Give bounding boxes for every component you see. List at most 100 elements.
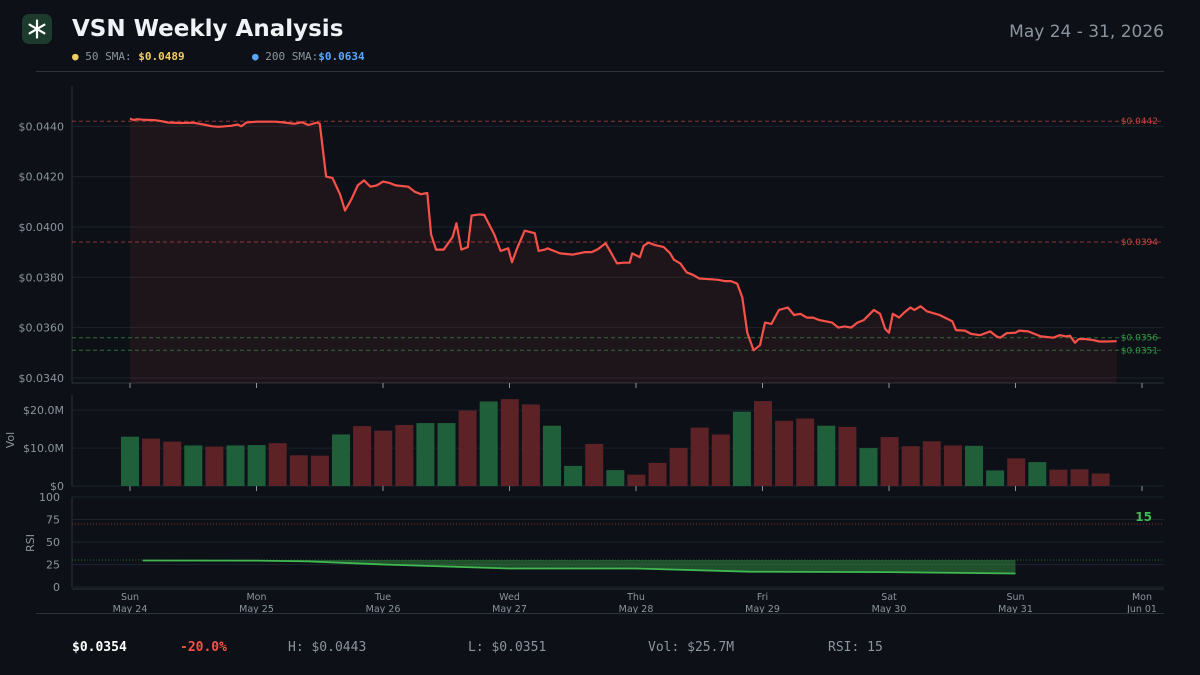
rsi-y-tick-label: 25	[46, 559, 60, 572]
rsi-axis-label: RSI	[24, 534, 37, 552]
volume-bar	[817, 425, 836, 486]
volume-bar	[859, 448, 878, 486]
x-tick-day-label: Sat	[881, 592, 897, 603]
volume-bar	[332, 434, 350, 486]
date-range: May 24 - 31, 2026	[1009, 22, 1164, 42]
footer-low: L: $0.0351	[468, 640, 547, 655]
volume-y-tick-label: $20.0M	[23, 404, 64, 417]
x-tick-day-label: Mon	[1132, 592, 1152, 603]
x-tick-day-label: Tue	[374, 592, 391, 603]
x-tick-date-label: May 24	[113, 604, 148, 615]
volume-bar	[121, 436, 139, 486]
sma200-value: $0.0634	[318, 50, 365, 63]
volume-bar	[585, 443, 604, 486]
sma50-value: $0.0489	[138, 50, 185, 63]
price-area	[130, 118, 1117, 383]
volume-bar	[922, 441, 941, 486]
rsi-y-tick-label: 50	[46, 536, 60, 549]
footer-volume: Vol: $25.7M	[648, 640, 735, 655]
x-tick-date-label: May 27	[492, 604, 527, 615]
volume-bar	[669, 448, 688, 486]
volume-bar	[1070, 469, 1089, 486]
volume-bar	[142, 438, 161, 486]
x-tick-day-label: Mon	[246, 592, 266, 603]
volume-bar	[796, 418, 815, 486]
volume-bar	[901, 446, 920, 486]
volume-bar	[163, 441, 182, 486]
price-y-tick-label: $0.0340	[19, 372, 65, 385]
volume-bar	[521, 404, 540, 486]
sma50-label: 50 SMA:	[85, 50, 132, 63]
volume-bar	[500, 399, 519, 486]
volume-y-tick-label: $10.0M	[23, 442, 64, 455]
footer-divider	[36, 613, 1164, 614]
x-tick-date-label: May 29	[745, 604, 780, 615]
sma200-dot-icon: ●	[252, 50, 259, 63]
volume-bar	[543, 425, 561, 486]
volume-bar	[690, 427, 709, 486]
x-tick-date-label: May 31	[998, 604, 1033, 615]
volume-bar	[416, 423, 435, 486]
rsi-y-tick-label: 100	[39, 491, 60, 504]
sma200-legend: ● 200 SMA:$0.0634	[252, 50, 365, 63]
level-label: $0.0356	[1121, 334, 1158, 344]
volume-bar	[838, 426, 857, 486]
volume-bar	[310, 455, 329, 486]
sma200-label: 200 SMA:	[265, 50, 319, 63]
footer-price: $0.0354	[72, 640, 127, 655]
volume-bar	[754, 401, 772, 486]
x-tick-day-label: Wed	[499, 592, 520, 603]
volume-bar	[247, 445, 266, 486]
volume-bar	[184, 445, 203, 486]
asterisk-icon	[28, 19, 46, 39]
volume-bar	[479, 401, 498, 486]
volume-bar	[1007, 458, 1026, 486]
logo	[22, 14, 52, 44]
volume-bar	[437, 423, 456, 486]
volume-bar	[1049, 469, 1068, 486]
volume-bar	[965, 445, 983, 486]
volume-bar	[986, 470, 1005, 486]
volume-bar	[880, 437, 899, 486]
page-title: VSN Weekly Analysis	[72, 16, 344, 42]
volume-bar	[606, 470, 625, 486]
x-tick-day-label: Sun	[121, 592, 139, 603]
volume-bar	[268, 443, 287, 486]
volume-bar	[648, 462, 667, 486]
x-tick-date-label: May 26	[366, 604, 401, 615]
sma50-legend: ● 50 SMA: $0.0489	[72, 50, 185, 63]
chart-area: $0.0340 $0.0360 $0.0380 $0.0400 $0.0420 $0.04…	[4, 86, 1164, 615]
x-tick-day-label: Fri	[757, 592, 768, 603]
level-label: $0.0442	[1121, 117, 1158, 127]
price-y-tick-label: $0.0440	[19, 120, 65, 133]
volume-bar	[711, 434, 730, 486]
x-tick-day-label: Thu	[626, 592, 645, 603]
volume-bar	[458, 410, 477, 486]
x-tick-date-label: May 25	[239, 604, 274, 615]
volume-y-tick-label: $0	[50, 480, 64, 493]
price-line	[129, 117, 1117, 352]
volume-bar	[205, 446, 224, 486]
footer-change: -20.0%	[180, 640, 227, 655]
x-tick-day-label: Sun	[1006, 592, 1024, 603]
x-tick-date-label: May 28	[619, 604, 654, 615]
price-y-tick-label: $0.0400	[19, 221, 65, 234]
volume-bar	[1091, 473, 1110, 486]
rsi-current-label: 15	[1135, 510, 1152, 524]
volume-bar	[353, 426, 372, 486]
volume-bar	[395, 424, 414, 486]
sma50-dot-icon: ●	[72, 50, 79, 63]
volume-bar	[943, 445, 962, 486]
rsi-y-tick-label: 75	[46, 514, 60, 527]
rsi-y-tick-label: 0	[53, 581, 60, 594]
rsi-line	[142, 559, 1016, 575]
price-y-tick-label: $0.0420	[19, 171, 65, 184]
header-divider	[36, 71, 1164, 72]
price-y-tick-label: $0.0380	[19, 271, 65, 284]
level-label: $0.0351	[1121, 346, 1158, 356]
volume-bar	[374, 430, 393, 486]
x-tick-date-label: Jun 01	[1126, 604, 1157, 615]
volume-bar	[289, 455, 308, 486]
volume-bar	[775, 420, 794, 486]
price-y-tick-label: $0.0360	[19, 322, 65, 335]
